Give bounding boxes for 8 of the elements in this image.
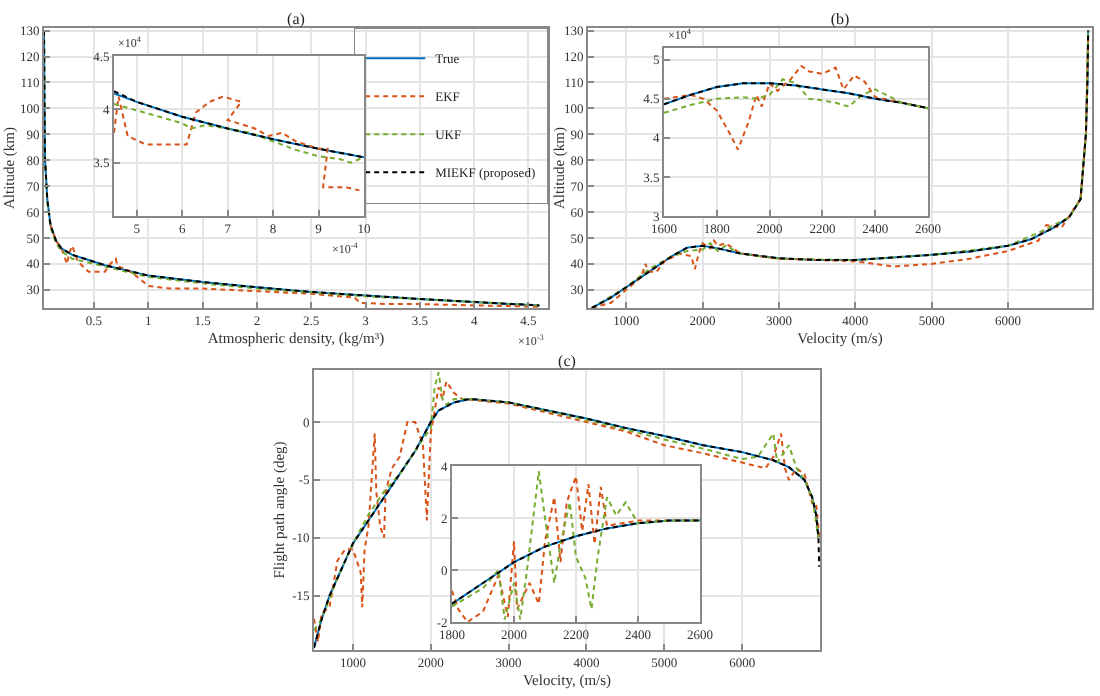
line-series bbox=[114, 95, 361, 192]
chart-title: (c) bbox=[558, 352, 577, 370]
line-series bbox=[452, 519, 700, 605]
line-series bbox=[44, 29, 541, 307]
line-series bbox=[114, 103, 364, 164]
chart-title: (b) bbox=[830, 10, 850, 28]
chart-title: (a) bbox=[287, 10, 306, 28]
line-series bbox=[49, 224, 541, 308]
